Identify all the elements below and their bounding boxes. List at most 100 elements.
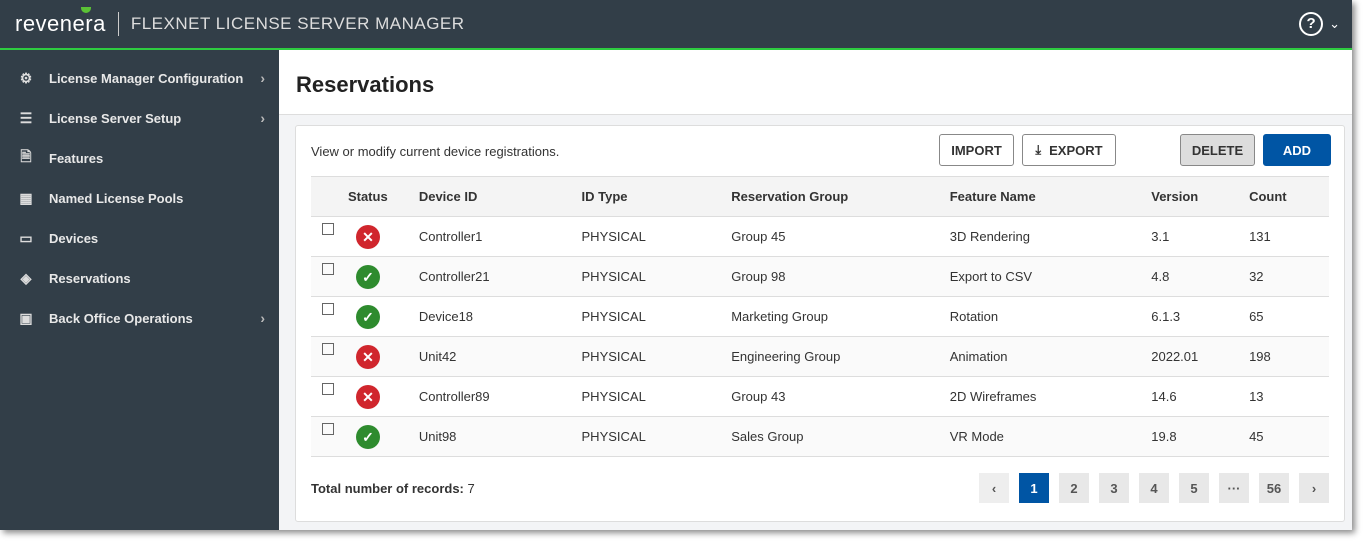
cell-feature: Animation [949, 336, 1152, 377]
chevron-down-icon: ⌄ [1329, 16, 1340, 31]
sidebar-item-back-office-operations[interactable]: ▣ Back Office Operations › [0, 298, 279, 338]
sidebar-item-label: Back Office Operations [49, 310, 193, 326]
check-circle-icon: ✓ [355, 264, 380, 289]
app-title: FLEXNET LICENSE SERVER MANAGER [130, 14, 465, 33]
cell-type: PHYSICAL [581, 416, 732, 457]
column-header[interactable]: Device ID [418, 176, 582, 217]
sidebar-item-reservations[interactable]: ◈ Reservations [0, 258, 279, 298]
page-button[interactable]: 2 [1059, 473, 1089, 503]
sidebar-item-label: Features [49, 150, 104, 166]
cell-count: 198 [1249, 336, 1329, 377]
pagination: ‹ 1 2 3 4 5 ··· 56 › [979, 473, 1329, 503]
column-header[interactable]: Status [347, 176, 419, 217]
document-icon: 🗎 [20, 148, 32, 164]
table-row[interactable]: ✓ Device18 PHYSICAL Marketing Group Rotation… [311, 296, 1329, 337]
sidebar-item-features[interactable]: 🗎 Features [0, 138, 279, 178]
cell-device: Controller89 [418, 376, 582, 417]
cell-group: Sales Group [731, 416, 950, 457]
total-records: Total number of records: 7 [311, 480, 475, 496]
cell-feature: Export to CSV [949, 256, 1152, 297]
column-header[interactable]: ID Type [581, 176, 732, 217]
cell-count: 45 [1249, 416, 1329, 457]
row-checkbox[interactable] [322, 343, 334, 355]
cell-count: 13 [1249, 376, 1329, 417]
table-row[interactable]: ✕ Unit42 PHYSICAL Engineering Group Animatio… [311, 336, 1329, 377]
sidebar-item-label: Reservations [49, 270, 131, 286]
row-checkbox[interactable] [322, 263, 334, 275]
cell-feature: 3D Rendering [949, 216, 1152, 257]
import-button[interactable]: IMPORT [939, 134, 1014, 166]
page-button[interactable]: 56 [1259, 473, 1289, 503]
column-header[interactable]: Feature Name [949, 176, 1152, 217]
error-circle-icon: ✕ [355, 384, 380, 409]
help-menu[interactable]: ? ⌄ [1299, 12, 1340, 36]
layers-icon: ◈ [20, 269, 32, 286]
page-button[interactable]: 3 [1099, 473, 1129, 503]
table-row[interactable]: ✕ Controller1 PHYSICAL Group 45 3D Rendering… [311, 216, 1329, 257]
download-icon: ⤓ [1035, 142, 1042, 157]
chevron-right-icon: › [260, 310, 265, 326]
column-header[interactable]: Count [1249, 176, 1329, 217]
row-checkbox[interactable] [322, 223, 334, 235]
top-bar: revenera FLEXNET LICENSE SERVER MANAGER … [0, 0, 1352, 50]
page-button[interactable]: ··· [1219, 473, 1249, 503]
server-icon: ▣ [19, 309, 33, 326]
column-header[interactable]: Version [1151, 176, 1250, 217]
sidebar-item-label: Named License Pools [49, 190, 184, 206]
help-icon: ? [1299, 12, 1324, 36]
sidebar-item-label: License Server Setup [49, 110, 182, 126]
cell-group: Engineering Group [731, 336, 950, 377]
cell-type: PHYSICAL [581, 296, 732, 337]
cell-device: Controller21 [418, 256, 582, 297]
cell-group: Group 45 [731, 216, 950, 257]
cell-type: PHYSICAL [581, 336, 732, 377]
gear-icon: ⚙ [19, 69, 33, 86]
row-checkbox[interactable] [322, 383, 334, 395]
error-circle-icon: ✕ [355, 224, 380, 249]
sidebar-item-devices[interactable]: ▭ Devices [0, 218, 279, 258]
cell-feature: Rotation [949, 296, 1152, 337]
page-title: Reservations [296, 72, 435, 97]
delete-button[interactable]: DELETE [1180, 134, 1255, 166]
cell-device: Unit98 [418, 416, 582, 457]
cell-type: PHYSICAL [581, 256, 732, 297]
export-button[interactable]: ⤓ EXPORT [1022, 134, 1116, 166]
chevron-right-icon: › [260, 110, 265, 126]
monitor-icon: ▭ [19, 229, 33, 246]
sidebar-item-license-server-setup[interactable]: ☰ License Server Setup › [0, 98, 279, 138]
sidebar-item-license-manager-configuration[interactable]: ⚙ License Manager Configuration › [0, 58, 279, 98]
page-description: View or modify current device registrati… [311, 143, 560, 159]
cell-device: Controller1 [418, 216, 582, 257]
reservations-card: View or modify current device registrati… [295, 125, 1345, 522]
cell-device: Device18 [418, 296, 582, 337]
cell-group: Group 43 [731, 376, 950, 417]
cell-version: 3.1 [1151, 216, 1250, 257]
page-button[interactable]: 5 [1179, 473, 1209, 503]
cell-count: 131 [1249, 216, 1329, 257]
chevron-right-icon: › [260, 70, 265, 86]
sidebar: ⚙ License Manager Configuration › ☰ License … [0, 50, 279, 530]
cell-version: 6.1.3 [1151, 296, 1250, 337]
add-button[interactable]: ADD [1263, 134, 1331, 166]
sidebar-item-label: License Manager Configuration [49, 70, 244, 86]
page-button[interactable]: 4 [1139, 473, 1169, 503]
prev-page-button[interactable]: ‹ [979, 473, 1009, 503]
next-page-button[interactable]: › [1299, 473, 1329, 503]
table-row[interactable]: ✓ Controller21 PHYSICAL Group 98 Export to C… [311, 256, 1329, 297]
sidebar-item-label: Devices [49, 230, 99, 246]
page-button[interactable]: 1 [1019, 473, 1049, 503]
cell-group: Marketing Group [731, 296, 950, 337]
table-row[interactable]: ✓ Unit98 PHYSICAL Sales Group VR Mode 19.8 45 [311, 416, 1329, 457]
reservations-table: Status Device ID ID Type Reservation Group F… [311, 176, 1329, 457]
row-checkbox[interactable] [322, 423, 334, 435]
row-checkbox[interactable] [322, 303, 334, 315]
revenera-logo: revenera [15, 7, 106, 37]
cell-version: 14.6 [1151, 376, 1250, 417]
cell-type: PHYSICAL [581, 216, 732, 257]
cell-version: 4.8 [1151, 256, 1250, 297]
cell-feature: 2D Wireframes [949, 376, 1152, 417]
sidebar-item-named-license-pools[interactable]: ▦ Named License Pools [0, 178, 279, 218]
cell-feature: VR Mode [949, 416, 1152, 457]
column-header[interactable]: Reservation Group [731, 176, 950, 217]
table-row[interactable]: ✕ Controller89 PHYSICAL Group 43 2D Wirefram… [311, 376, 1329, 417]
